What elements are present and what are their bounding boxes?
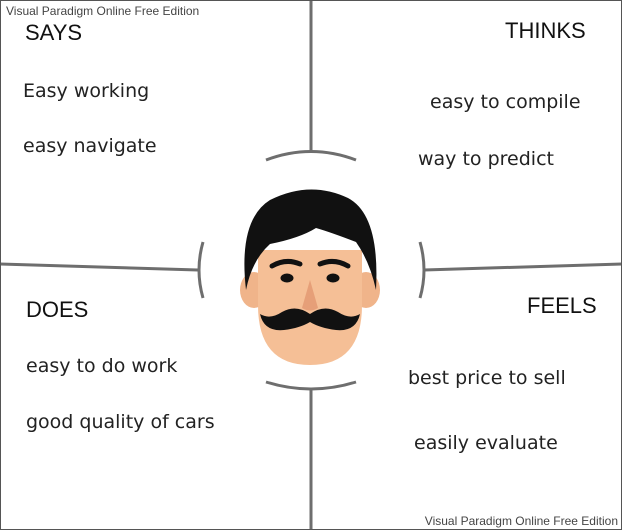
heading-thinks: THINKS (505, 18, 586, 43)
feels-note: best price to sell (408, 367, 566, 389)
heading-feels: FEELS (527, 293, 597, 318)
thinks-note: way to predict (418, 148, 554, 170)
does-note: easy to do work (26, 355, 178, 377)
center-arc-right (418, 241, 426, 299)
thinks-note: easy to compile (430, 91, 581, 113)
left-eyebrow (269, 258, 303, 269)
left-eye (280, 273, 294, 283)
says-note: easy navigate (23, 135, 157, 157)
watermark-top: Visual Paradigm Online Free Edition (6, 4, 200, 18)
does-note: good quality of cars (26, 411, 215, 433)
man-with-mustache-icon (240, 189, 380, 365)
divider-horizontal-right (423, 262, 622, 272)
center-arc-left (197, 241, 205, 299)
center-arc-top (265, 150, 357, 162)
heading-does: DOES (26, 297, 89, 322)
right-eye (326, 273, 340, 283)
center-arc-bottom (265, 380, 357, 391)
hair (244, 189, 377, 290)
right-eyebrow (317, 258, 351, 269)
heading-says: SAYS (25, 20, 83, 45)
watermark-bottom: Visual Paradigm Online Free Edition (424, 514, 618, 528)
mustache (260, 308, 360, 331)
feels-note: easily evaluate (414, 432, 558, 454)
says-note: Easy working (23, 80, 150, 102)
nose (302, 280, 318, 311)
divider-horizontal-left (0, 262, 199, 272)
